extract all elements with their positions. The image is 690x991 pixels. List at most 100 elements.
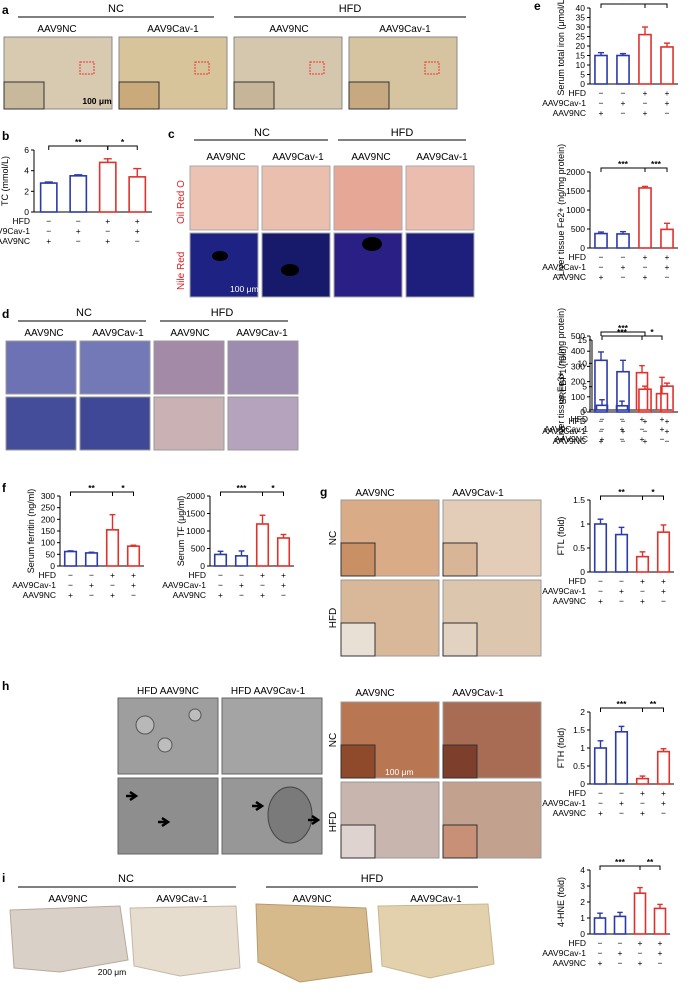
scale-bar-label: 100 μm xyxy=(230,284,259,294)
bar xyxy=(98,161,117,213)
bar xyxy=(656,531,671,573)
y-tick-label: 10 xyxy=(578,358,588,368)
y-tick-label: 5 xyxy=(580,70,585,80)
em-image xyxy=(117,777,219,855)
treatment-sign: − xyxy=(643,98,648,108)
treatment-sign: − xyxy=(46,226,51,236)
row-label: HFD xyxy=(328,608,339,629)
significance-bracket xyxy=(262,491,284,496)
row-label-oil-red: Oil Red O xyxy=(176,180,187,224)
treatment-sign: − xyxy=(105,226,110,236)
significance-label: *** xyxy=(618,0,629,5)
bar xyxy=(593,523,608,573)
treatment-sign: + xyxy=(640,788,645,798)
treatment-sign: + xyxy=(643,416,648,426)
img-label: HFD AAV9Cav-1 xyxy=(231,686,306,697)
group-label-a-hfd: HFD xyxy=(339,3,362,15)
micrograph xyxy=(5,396,77,451)
significance-label: *** xyxy=(615,857,626,867)
significance-bracket xyxy=(644,167,668,172)
significance-bracket xyxy=(107,145,138,150)
treatment-sign: + xyxy=(260,590,265,600)
y-tick-label: 0 xyxy=(24,207,29,217)
bar xyxy=(594,232,608,249)
treatment-sign: + xyxy=(281,580,286,590)
row-label: NC xyxy=(328,733,339,747)
treatment-sign: + xyxy=(281,570,286,580)
significance-label: ** xyxy=(88,483,95,493)
y-tick-label: 400 xyxy=(571,346,585,356)
significance-label: * xyxy=(121,137,125,147)
y-tick-label: 2 xyxy=(580,707,585,717)
bar xyxy=(594,54,608,85)
img-label: AAV9NC xyxy=(37,24,76,35)
bar xyxy=(614,730,629,785)
panel-letter-a: a xyxy=(2,3,9,17)
y-tick-label: 20 xyxy=(576,41,586,51)
em-image xyxy=(117,697,219,775)
treatment-sign: − xyxy=(281,590,286,600)
img-label: AAV9Cav-1 xyxy=(452,688,504,699)
y-tick-label: 1 xyxy=(580,743,585,753)
panel-a-labels: AAV9NC AAV9Cav-1 AAV9NC AAV9Cav-1 xyxy=(37,24,431,35)
treatment-sign: + xyxy=(621,98,626,108)
significance-label: * xyxy=(271,483,275,493)
bar xyxy=(660,228,674,249)
micrograph xyxy=(5,340,77,395)
treatment-sign: − xyxy=(621,416,626,426)
y-tick-label: 3 xyxy=(580,881,585,891)
treatment-sign: − xyxy=(658,958,663,968)
y-tick-label: 500 xyxy=(191,544,205,554)
treatment-sign: − xyxy=(618,958,623,968)
treatment-sign: + xyxy=(660,424,665,434)
panel-a-images: 100 μm xyxy=(3,36,458,110)
treatment-label: AAV9NC xyxy=(553,958,586,968)
treatment-label: HFD xyxy=(569,252,586,262)
treatment-sign: + xyxy=(68,590,73,600)
significance-label: *** xyxy=(617,699,628,709)
treatment-label: AAV9Cav-1 xyxy=(12,580,56,590)
bar xyxy=(84,552,99,567)
treatment-sign: − xyxy=(46,216,51,226)
treatment-sign: − xyxy=(89,590,94,600)
treatment-sign: + xyxy=(638,938,643,948)
chart-e_liver2: 0 100 200 300 400 500 Liver tissue Fe3+ (ng/mg… xyxy=(542,308,678,446)
treatment-sign: − xyxy=(619,576,624,586)
treatment-sign: − xyxy=(660,434,665,444)
treatment-sign: − xyxy=(643,262,648,272)
treatment-sign: − xyxy=(621,88,626,98)
significance-label: *** xyxy=(651,159,662,169)
treatment-sign: − xyxy=(619,596,624,606)
y-axis-label: TC (mmol/L) xyxy=(0,156,10,206)
y-tick-label: 0 xyxy=(580,407,585,417)
treatment-sign: + xyxy=(665,98,670,108)
treatment-sign: + xyxy=(643,88,648,98)
y-tick-label: 0 xyxy=(580,243,585,253)
treatment-sign: + xyxy=(665,426,670,436)
treatment-sign: + xyxy=(600,434,605,444)
treatment-sign: − xyxy=(621,436,626,446)
treatment-sign: − xyxy=(598,938,603,948)
bar xyxy=(234,555,249,567)
y-tick-label: 0 xyxy=(580,567,585,577)
treatment-label: AAV9Cav-1 xyxy=(542,426,586,436)
vessel xyxy=(362,237,382,251)
treatment-sign: + xyxy=(640,434,645,444)
treatment-sign: + xyxy=(621,426,626,436)
inset xyxy=(340,622,376,657)
treatment-sign: − xyxy=(619,808,624,818)
img-label: AAV9Cav-1 xyxy=(452,488,504,499)
inset xyxy=(442,622,478,657)
bar xyxy=(616,233,630,249)
significance-label: * xyxy=(121,483,125,493)
img-label: AAV9NC xyxy=(48,894,87,905)
y-tick-label: 1 xyxy=(580,519,585,529)
treatment-sign: + xyxy=(618,948,623,958)
bar xyxy=(126,545,141,567)
treatment-label: HFD xyxy=(569,938,586,948)
treatment-label: AAV9Cav-1 xyxy=(542,586,586,596)
inset xyxy=(442,744,478,779)
